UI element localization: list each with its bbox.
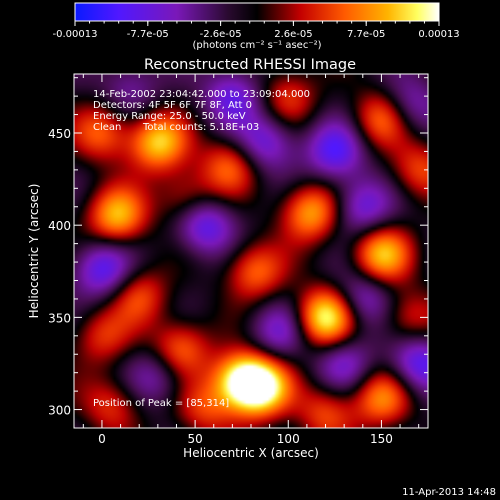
y-tick-label: 400 [48,219,71,233]
colorbar-tick-label: 2.6e-05 [274,29,312,40]
y-axis-title: Heliocentric Y (arcsec) [27,184,41,319]
annotation-detectors: Detectors: 4F 5F 6F 7F 8F, Att 0 [93,100,252,111]
y-tick-label: 300 [48,404,71,418]
annotation-peak-position: Position of Peak = [85,314] [93,398,229,409]
colorbar-tick-label: 0.00013 [418,29,459,40]
colorbar-tick-label: -2.6e-05 [200,29,242,40]
heatmap-image [74,74,428,428]
colorbar-gradient [74,2,440,22]
footer-timestamp: 11-Apr-2013 14:48 [402,487,496,498]
colorbar-tick-label: -0.00013 [53,29,98,40]
x-tick-label: 50 [187,432,202,446]
annotation-clean: Clean [93,122,121,133]
colorbar-tick-labels: -0.00013 -7.7e-05 -2.6e-05 2.6e-05 7.7e-05 0.… [53,29,460,40]
y-tick-label: 450 [48,127,71,141]
colorbar-tick-label: 7.7e-05 [347,29,385,40]
x-axis: 0 50 100 150 [82,74,420,446]
annotation-time-range: 14-Feb-2002 23:04:42.000 to 23:09:04.000 [93,89,310,100]
x-tick-label: 100 [277,432,300,446]
x-tick-label: 150 [370,432,393,446]
y-tick-label: 350 [48,311,71,325]
y-axis: 300 350 400 450 [48,77,428,429]
colorbar-ticks [74,21,440,26]
x-axis-title: Heliocentric X (arcsec) [183,446,319,460]
colorbar: -0.00013 -7.7e-05 -2.6e-05 2.6e-05 7.7e-05 0.… [53,2,460,51]
colorbar-tick-label: -7.7e-05 [127,29,169,40]
chart-title: Reconstructed RHESSI Image [144,57,356,73]
annotation-block: 14-Feb-2002 23:04:42.000 to 23:09:04.000… [93,89,310,133]
annotation-energy: Energy Range: 25.0 - 50.0 keV [93,111,246,122]
colorbar-units: (photons cm⁻² s⁻¹ asec⁻²) [192,40,321,51]
x-tick-label: 0 [98,432,106,446]
annotation-total-counts: Total counts: 5.18E+03 [142,122,259,133]
